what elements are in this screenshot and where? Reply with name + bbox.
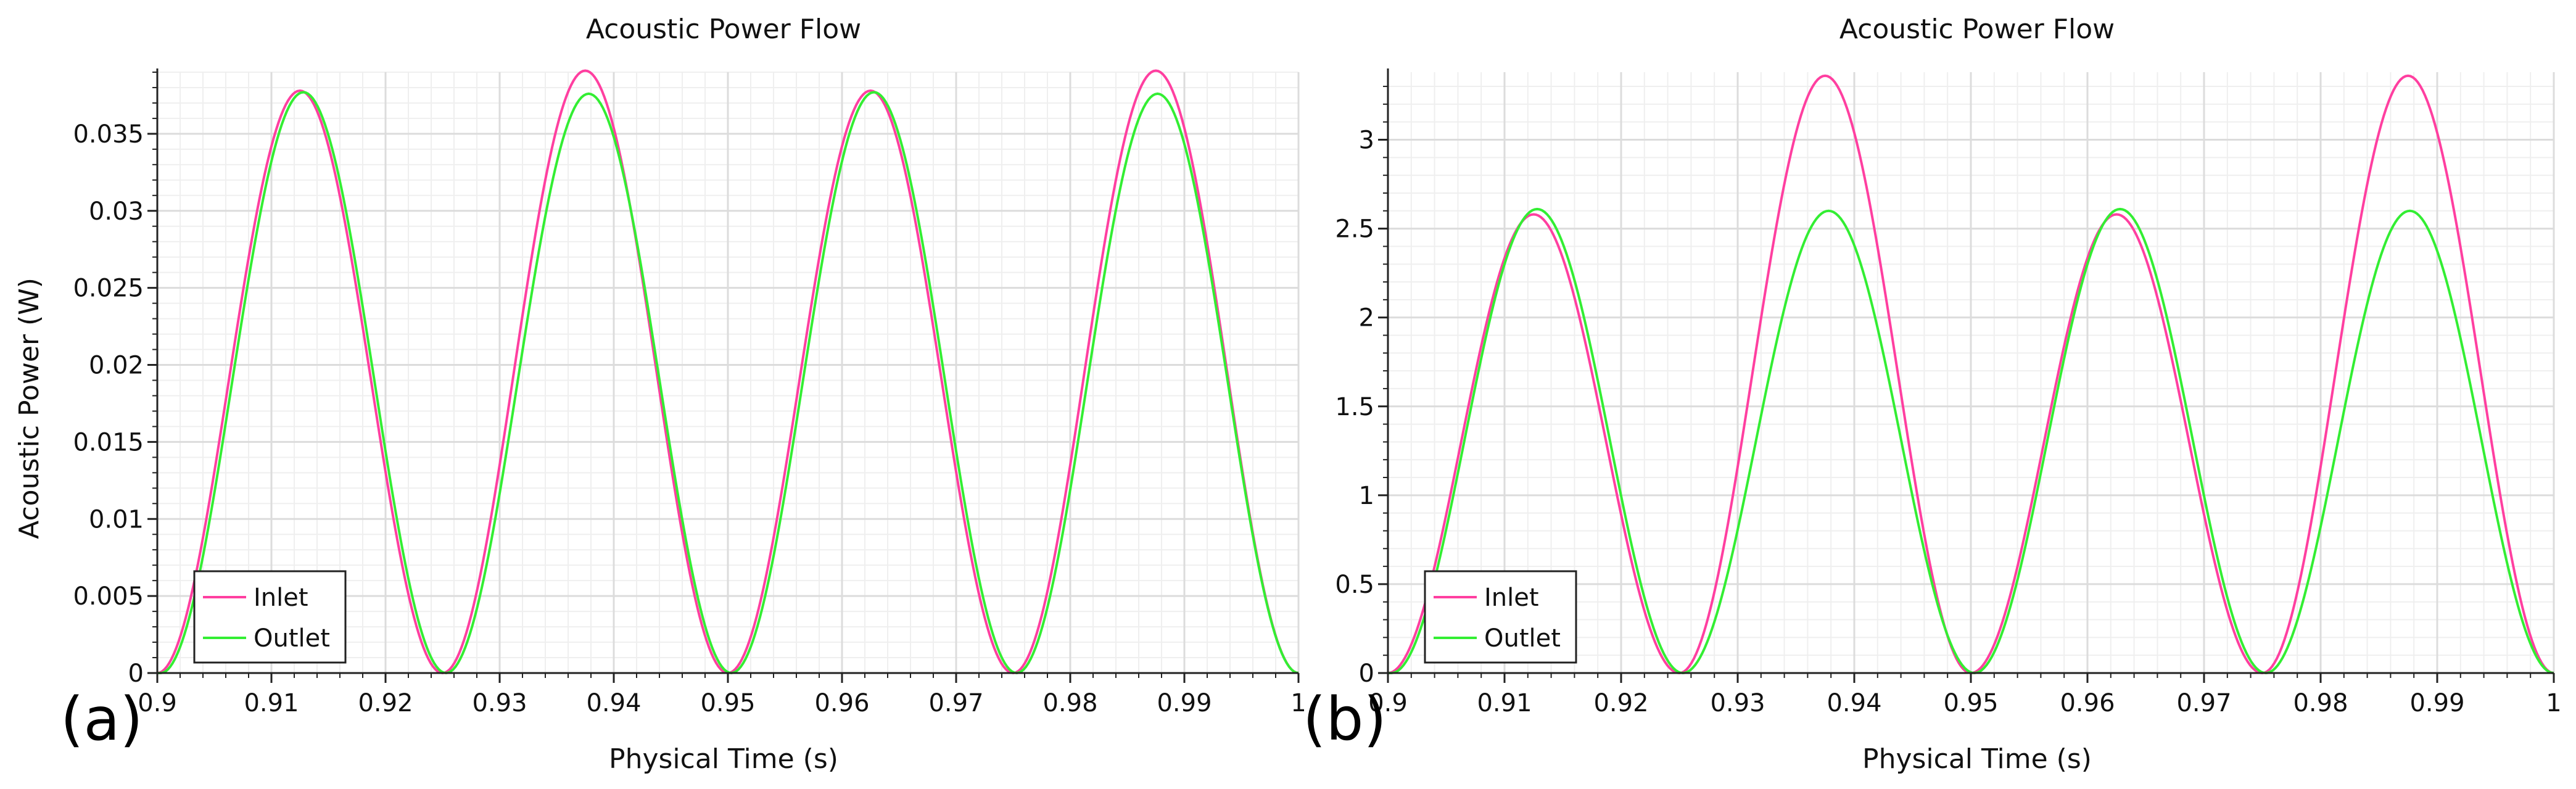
y-tick-label: 0.01 [89,505,144,534]
panel-label-b: (b) [1303,685,1387,754]
chart-panel-a: Acoustic Power Flow 0.9 0.91 0.92 0.93 0.94 0… [14,14,1307,775]
y-tick-label: 0.035 [73,120,144,149]
y-tick-label: 0.015 [73,428,144,456]
y-tick-label: 3 [1359,126,1374,155]
chart-title: Acoustic Power Flow [586,14,861,45]
x-tick-label: 0.95 [1943,689,1998,717]
y-tick-label: 1 [1359,482,1374,510]
x-tick-label: 0.92 [358,689,413,717]
y-tick-label: 1.5 [1335,393,1374,421]
x-tick-label: 0.97 [2176,689,2231,717]
y-tick-label: 0.005 [73,582,144,611]
x-tick-label: 0.93 [1710,689,1765,717]
tick-labels: 0.9 0.91 0.92 0.93 0.94 0.95 0.96 0.97 0.98 0.99 1… [1335,126,2561,717]
x-tick-label: 0.96 [814,689,869,717]
x-tick-label: 0.91 [1477,689,1532,717]
x-axis-label: Physical Time (s) [1862,743,2092,775]
x-tick-label: 0.94 [586,689,641,717]
panel-label-a: (a) [60,685,143,754]
legend: Inlet Outlet [1424,570,1577,664]
x-tick-label: 0.93 [472,689,527,717]
tick-labels: 0.9 0.91 0.92 0.93 0.94 0.95 0.96 0.97 0.98 0.99 1… [73,120,1306,717]
y-tick-label: 0.02 [89,352,144,380]
y-tick-label: 2.5 [1335,215,1374,244]
x-tick-label: 0.96 [2060,689,2115,717]
x-tick-label: 0.9 [1368,689,1408,717]
x-tick-label: 0.97 [928,689,983,717]
legend-box [193,570,347,664]
legend-label-inlet: Inlet [254,584,308,612]
x-axis-label: Physical Time (s) [609,743,838,775]
x-tick-label: 0.98 [2293,689,2348,717]
y-tick-label: 0 [1359,659,1374,688]
x-tick-label: 1 [1290,689,1306,717]
legend-label-inlet: Inlet [1484,584,1539,612]
x-tick-label: 0.98 [1042,689,1097,717]
y-tick-label: 0.03 [89,197,144,226]
legend-label-outlet: Outlet [254,624,330,653]
x-tick-label: 0.95 [700,689,755,717]
tick-marks [147,72,1300,683]
x-tick-label: 0.91 [244,689,299,717]
y-tick-label: 0.025 [73,275,144,303]
chart-panel-b: Acoustic Power Flow 0.9 0.91 0.92 0.93 0.94 0… [1335,14,2561,775]
legend-label-outlet: Outlet [1484,624,1561,653]
x-tick-label: 0.92 [1593,689,1648,717]
x-tick-label: 0.99 [1157,689,1212,717]
y-tick-label: 0.5 [1335,571,1374,599]
tick-marks [1378,86,2555,683]
legend-box [1424,570,1577,664]
chart-title: Acoustic Power Flow [1839,14,2115,45]
y-tick-label: 2 [1359,304,1374,333]
y-tick-label: 0 [128,659,144,688]
y-axis-label: Acoustic Power (W) [14,278,45,539]
x-tick-label: 0.99 [2409,689,2464,717]
legend: Inlet Outlet [193,570,347,664]
x-tick-label: 0.94 [1827,689,1881,717]
x-tick-label: 1 [2546,689,2561,717]
x-tick-label: 0.9 [138,689,177,717]
